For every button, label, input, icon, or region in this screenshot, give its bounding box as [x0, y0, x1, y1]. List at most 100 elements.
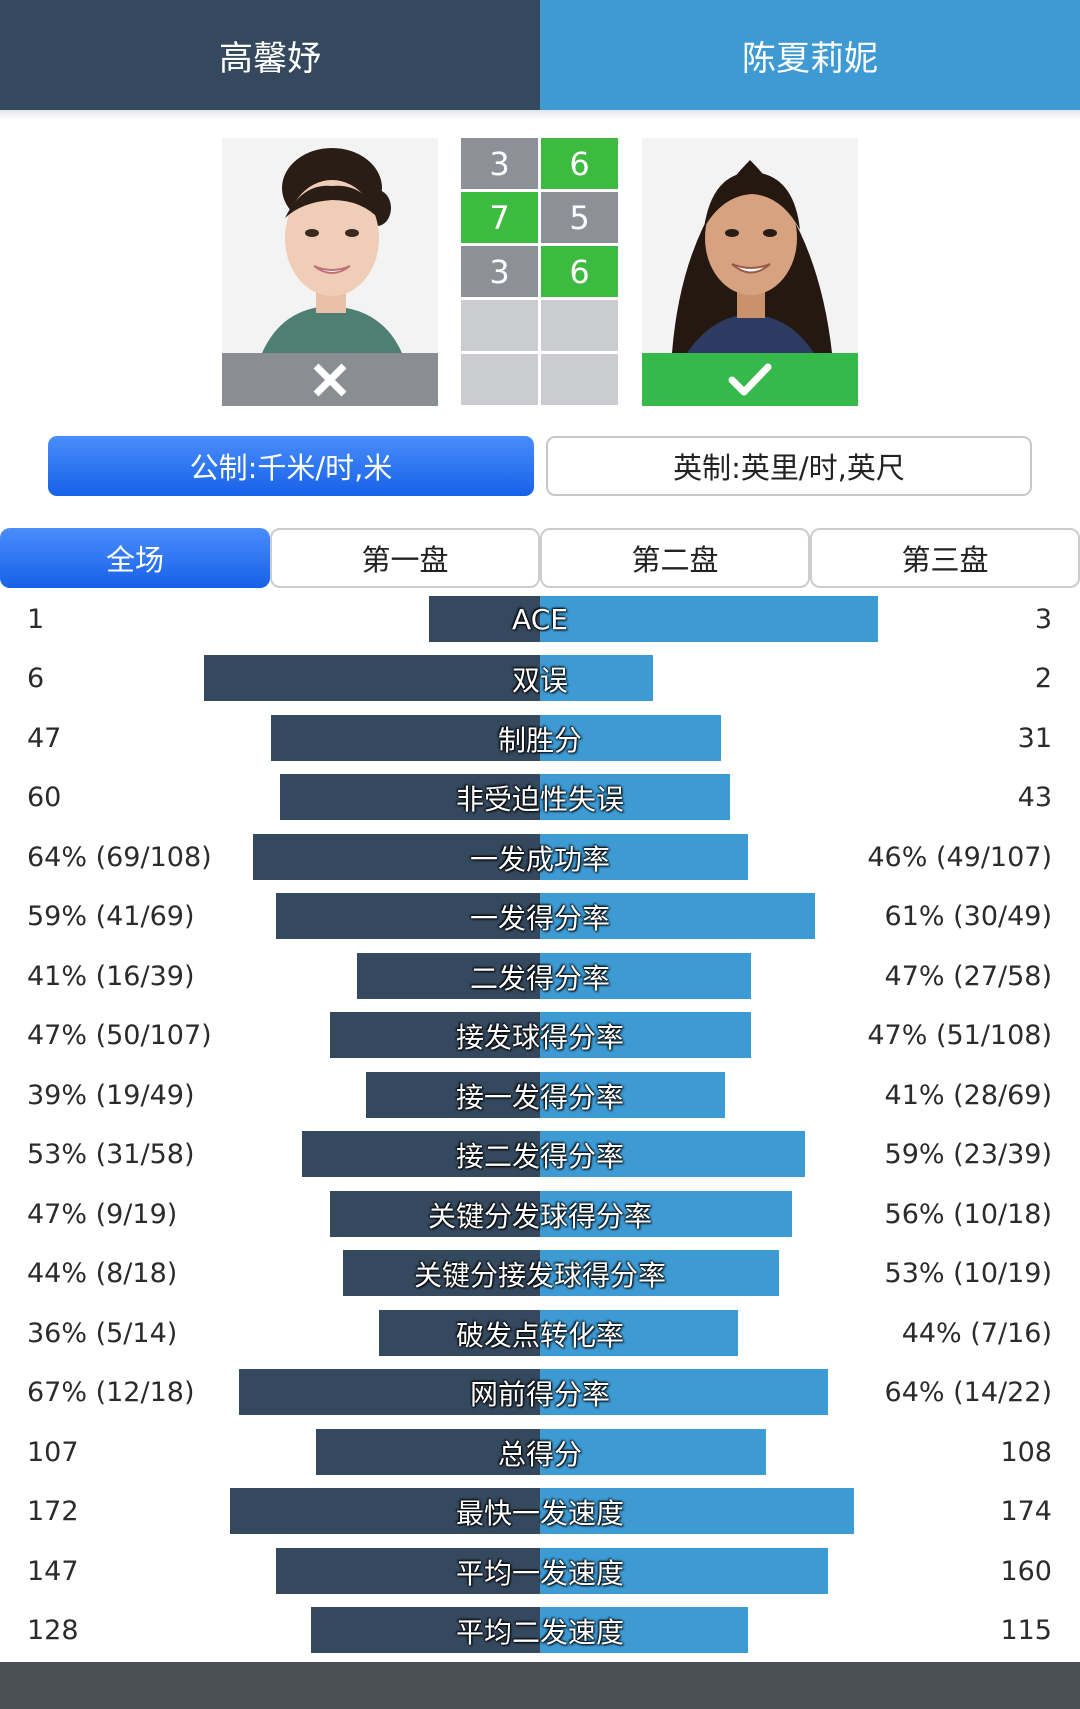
- player2-value: 115: [1000, 1615, 1052, 1646]
- player1-value: 60: [27, 782, 62, 813]
- player1-value: 53% (31/58): [27, 1139, 195, 1170]
- tab-set-3[interactable]: 第三盘: [810, 528, 1080, 588]
- stat-row-total-points: 107 总得分 108: [0, 1423, 1080, 1482]
- stat-label: 一发成功率: [469, 842, 610, 876]
- stat-label: 接发球得分率: [455, 1020, 624, 1054]
- player2-value: 44% (7/16): [901, 1318, 1052, 1349]
- stat-row-ace: 1 ACE 3: [0, 590, 1080, 649]
- player1-bar: [311, 1607, 540, 1653]
- player2-photo: [642, 138, 858, 353]
- set-4-player1-score: [461, 300, 538, 351]
- unit-metric-button[interactable]: 公制:千米/时,米: [48, 436, 534, 496]
- player1-bar: [276, 893, 540, 939]
- set-2-player2-score: 5: [541, 192, 618, 243]
- player1-bar: [366, 1072, 540, 1118]
- set-2-player1-score: 7: [461, 192, 538, 243]
- stat-label: 双误: [511, 663, 568, 697]
- player2-bar: [540, 596, 878, 642]
- stat-row-break-points: 36% (5/14) 破发点转化率 44% (7/16): [0, 1304, 1080, 1363]
- stat-row-first-serve-in: 64% (69/108) 一发成功率 46% (49/107): [0, 828, 1080, 887]
- stat-label: 总得分: [497, 1437, 582, 1471]
- stat-label: 平均二发速度: [455, 1615, 624, 1649]
- stat-label: 网前得分率: [469, 1377, 610, 1411]
- player1-value: 147: [27, 1556, 79, 1587]
- player2-bar: [540, 715, 721, 761]
- player2-value: 46% (49/107): [867, 842, 1052, 873]
- player1-value: 67% (12/18): [27, 1377, 195, 1408]
- player2-result-badge: [642, 353, 858, 406]
- player2-bar: [540, 655, 653, 701]
- player1-photo: [222, 138, 438, 353]
- player1-bar: [343, 1250, 540, 1296]
- player2-bar: [540, 1191, 792, 1237]
- stat-row-first-return-won: 39% (19/49) 接一发得分率 41% (28/69): [0, 1066, 1080, 1125]
- player1-value: 59% (41/69): [27, 901, 195, 932]
- player2-value: 47% (51/108): [867, 1020, 1052, 1051]
- player1-bar: [239, 1369, 540, 1415]
- player2-value: 53% (10/19): [884, 1258, 1052, 1289]
- stat-row-fastest-first-serve: 172 最快一发速度 174: [0, 1482, 1080, 1541]
- player2-bar: [540, 1131, 805, 1177]
- player1-bar: [276, 1548, 540, 1594]
- player1-bar: [204, 655, 540, 701]
- player1-bar: [330, 1191, 540, 1237]
- player2-value: 43: [1017, 782, 1052, 813]
- player2-value: 41% (28/69): [884, 1080, 1052, 1111]
- player2-bar: [540, 1369, 828, 1415]
- tab-set-1[interactable]: 第一盘: [270, 528, 540, 588]
- player2-value: 2: [1034, 663, 1052, 694]
- unit-imperial-button[interactable]: 英制:英里/时,英尺: [546, 436, 1032, 496]
- player1-value: 36% (5/14): [27, 1318, 178, 1349]
- stat-label: 接一发得分率: [455, 1080, 624, 1114]
- player1-value: 47% (9/19): [27, 1199, 178, 1230]
- player2-bar: [540, 1607, 748, 1653]
- player1-name[interactable]: 高馨妤: [0, 0, 540, 110]
- player1-bar: [230, 1488, 540, 1534]
- set-score-grid: 3 6 7 5 3 6: [461, 138, 620, 405]
- match-header: 高馨妤 陈夏莉妮: [0, 0, 1080, 110]
- player2-value: 174: [1000, 1496, 1052, 1527]
- tab-match[interactable]: 全场: [0, 528, 270, 588]
- stat-label: 关键分发球得分率: [427, 1199, 652, 1233]
- player1-value: 172: [27, 1496, 79, 1527]
- player2-value: 64% (14/22): [884, 1377, 1052, 1408]
- stat-row-avg-first-serve: 147 平均一发速度 160: [0, 1542, 1080, 1601]
- close-icon: [313, 363, 347, 396]
- player1-value: 1: [27, 604, 45, 635]
- player2-value: 61% (30/49): [884, 901, 1052, 932]
- stat-row-key-return-points: 44% (8/18) 关键分接发球得分率 53% (10/19): [0, 1244, 1080, 1303]
- stat-label: 破发点转化率: [455, 1318, 624, 1352]
- check-icon: [728, 363, 772, 395]
- set-5-player2-score: [541, 354, 618, 405]
- stat-label: 平均一发速度: [455, 1556, 624, 1590]
- player2-value: 3: [1034, 604, 1052, 635]
- player2-value: 56% (10/18): [884, 1199, 1052, 1230]
- player1-value: 44% (8/18): [27, 1258, 178, 1289]
- player1-value: 41% (16/39): [27, 961, 195, 992]
- player2-bar: [540, 1548, 828, 1594]
- player2-value: 47% (27/58): [884, 961, 1052, 992]
- header-shadow: [0, 110, 1080, 120]
- player2-value: 59% (23/39): [884, 1139, 1052, 1170]
- player1-bar: [357, 953, 540, 999]
- player2-name[interactable]: 陈夏莉妮: [540, 0, 1080, 110]
- player2-value: 108: [1000, 1437, 1052, 1468]
- set-3-player1-score: 3: [461, 246, 538, 297]
- player2-bar: [540, 953, 751, 999]
- stat-label: 二发得分率: [469, 961, 610, 995]
- player2-bar: [540, 1250, 779, 1296]
- stat-row-second-return-won: 53% (31/58) 接二发得分率 59% (23/39): [0, 1125, 1080, 1184]
- set-1-player1-score: 3: [461, 138, 538, 189]
- stat-label: 关键分接发球得分率: [413, 1258, 666, 1292]
- tab-set-2[interactable]: 第二盘: [540, 528, 810, 588]
- player1-value: 6: [27, 663, 45, 694]
- stat-label: 接二发得分率: [455, 1139, 624, 1173]
- player1-value: 107: [27, 1437, 79, 1468]
- player1-value: 47% (50/107): [27, 1020, 212, 1051]
- player2-bar: [540, 774, 730, 820]
- player2-bar: [540, 1488, 854, 1534]
- player1-bar: [253, 834, 540, 880]
- player1-bar: [316, 1429, 540, 1475]
- player2-value: 160: [1000, 1556, 1052, 1587]
- player1-bar: [379, 1310, 540, 1356]
